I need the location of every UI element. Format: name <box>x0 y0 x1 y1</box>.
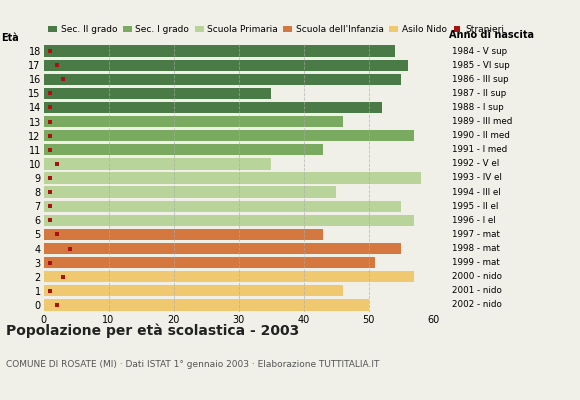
Text: Età: Età <box>1 33 19 43</box>
Text: 1998 - mat: 1998 - mat <box>452 244 500 253</box>
Text: 1995 - II el: 1995 - II el <box>452 202 498 211</box>
Bar <box>44 88 447 99</box>
Bar <box>44 257 375 268</box>
Bar <box>44 200 401 212</box>
Text: 1987 - II sup: 1987 - II sup <box>452 89 506 98</box>
Bar <box>44 172 420 184</box>
Bar <box>44 271 447 282</box>
Bar <box>44 74 447 85</box>
Bar <box>44 88 271 99</box>
Bar <box>44 215 447 226</box>
Text: Anno di nascita: Anno di nascita <box>450 30 534 40</box>
Bar <box>44 285 447 296</box>
Text: 1999 - mat: 1999 - mat <box>452 258 499 267</box>
Text: COMUNE DI ROSATE (MI) · Dati ISTAT 1° gennaio 2003 · Elaborazione TUTTITALIA.IT: COMUNE DI ROSATE (MI) · Dati ISTAT 1° ge… <box>6 360 379 369</box>
Text: 1989 - III med: 1989 - III med <box>452 117 512 126</box>
Text: Popolazione per età scolastica - 2003: Popolazione per età scolastica - 2003 <box>6 324 299 338</box>
Bar <box>44 116 343 127</box>
Bar <box>44 102 382 113</box>
Text: 1986 - III sup: 1986 - III sup <box>452 75 509 84</box>
Bar <box>44 271 414 282</box>
Bar <box>44 243 401 254</box>
Bar <box>44 243 447 254</box>
Bar <box>44 158 271 170</box>
Text: 1984 - V sup: 1984 - V sup <box>452 46 507 56</box>
Text: 1993 - IV el: 1993 - IV el <box>452 174 502 182</box>
Text: 1997 - mat: 1997 - mat <box>452 230 500 239</box>
Text: 1994 - III el: 1994 - III el <box>452 188 501 197</box>
Bar <box>44 158 447 170</box>
Bar <box>44 116 447 127</box>
Text: 1985 - VI sup: 1985 - VI sup <box>452 61 510 70</box>
Text: 1991 - I med: 1991 - I med <box>452 145 507 154</box>
Bar <box>44 144 447 156</box>
Bar <box>44 60 447 71</box>
Bar <box>44 102 447 113</box>
Bar <box>44 200 447 212</box>
Bar <box>44 130 414 141</box>
Text: 1992 - V el: 1992 - V el <box>452 159 499 168</box>
Bar <box>44 299 447 310</box>
Bar <box>44 130 447 141</box>
Bar <box>44 186 447 198</box>
Bar <box>44 144 323 156</box>
Bar <box>44 74 401 85</box>
Bar <box>44 186 336 198</box>
Bar <box>44 46 447 57</box>
Bar <box>44 60 408 71</box>
Text: 1990 - II med: 1990 - II med <box>452 131 510 140</box>
Text: 1996 - I el: 1996 - I el <box>452 216 495 225</box>
Text: 1988 - I sup: 1988 - I sup <box>452 103 503 112</box>
Bar <box>44 229 447 240</box>
Bar <box>44 285 343 296</box>
Legend: Sec. II grado, Sec. I grado, Scuola Primaria, Scuola dell'Infanzia, Asilo Nido, : Sec. II grado, Sec. I grado, Scuola Prim… <box>48 25 504 34</box>
Text: 2000 - nido: 2000 - nido <box>452 272 502 281</box>
Bar <box>44 299 368 310</box>
Bar <box>44 215 414 226</box>
Text: 2001 - nido: 2001 - nido <box>452 286 502 295</box>
Bar <box>44 257 447 268</box>
Bar <box>44 229 323 240</box>
Bar <box>44 172 447 184</box>
Text: 2002 - nido: 2002 - nido <box>452 300 502 310</box>
Bar <box>44 46 394 57</box>
